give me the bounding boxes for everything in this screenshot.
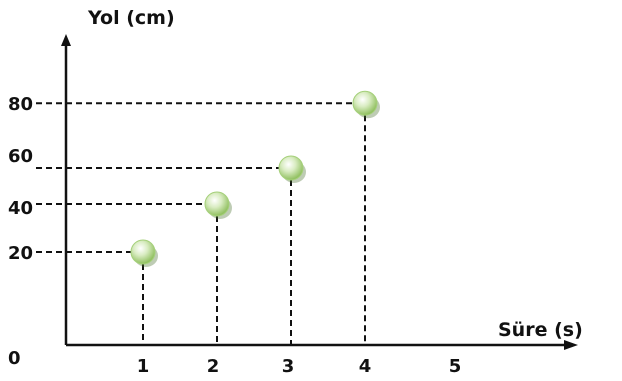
data-point bbox=[352, 90, 378, 116]
y-tick-label: 40 bbox=[8, 198, 33, 219]
y-tick-label: 60 bbox=[8, 146, 33, 167]
y-tick-label: 20 bbox=[8, 243, 33, 264]
origin-label: 0 bbox=[8, 348, 21, 369]
guide-lines bbox=[36, 102, 366, 345]
data-point bbox=[204, 191, 230, 217]
x-tick-labels: 1 2 3 4 5 bbox=[137, 356, 462, 377]
x-tick-label: 2 bbox=[207, 356, 220, 377]
x-axis-arrow bbox=[564, 340, 578, 350]
y-tick-labels: 20 40 60 80 bbox=[8, 94, 33, 264]
data-points bbox=[130, 90, 380, 267]
y-axis-title: Yol (cm) bbox=[87, 7, 175, 29]
x-tick-label: 5 bbox=[449, 356, 462, 377]
y-axis-arrow bbox=[61, 34, 71, 46]
x-tick-label: 3 bbox=[282, 356, 295, 377]
x-axis-title: Süre (s) bbox=[498, 319, 583, 341]
data-point bbox=[130, 239, 156, 265]
x-tick-label: 4 bbox=[359, 356, 372, 377]
data-point bbox=[278, 155, 304, 181]
y-tick-label: 80 bbox=[8, 94, 33, 115]
x-tick-label: 1 bbox=[137, 356, 150, 377]
